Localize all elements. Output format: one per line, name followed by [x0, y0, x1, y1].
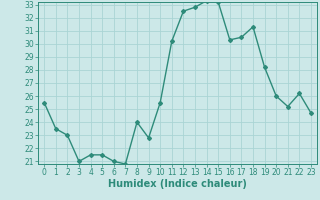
X-axis label: Humidex (Indice chaleur): Humidex (Indice chaleur) [108, 179, 247, 189]
